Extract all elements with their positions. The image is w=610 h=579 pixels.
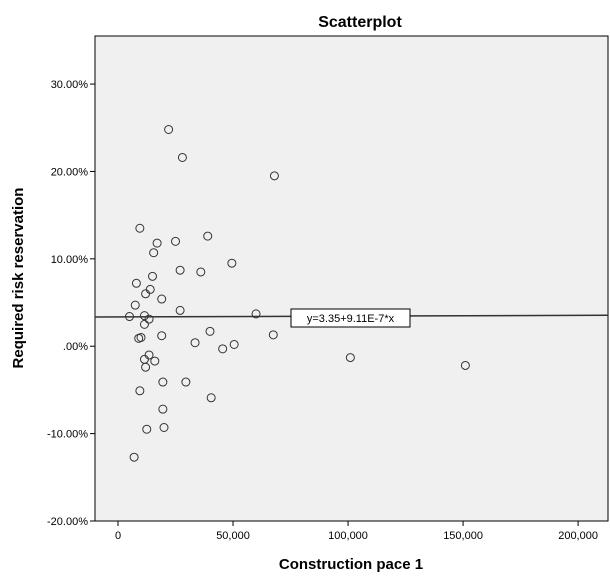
data-point xyxy=(269,171,279,181)
data-point xyxy=(134,333,144,343)
x-tick-label: 50,000 xyxy=(216,530,250,542)
y-axis-title: Required risk reservation xyxy=(10,188,27,369)
data-point xyxy=(218,344,228,354)
x-tick-label: 150,000 xyxy=(443,530,483,542)
data-point xyxy=(159,422,169,432)
fit-line-layer: y=3.35+9.11E-7*x xyxy=(94,308,609,328)
data-point xyxy=(181,377,191,387)
data-point xyxy=(152,238,162,248)
y-tick-label: 10.00% xyxy=(51,254,89,266)
data-point xyxy=(144,314,154,324)
y-tick-label: .00% xyxy=(63,341,88,353)
data-point xyxy=(157,294,167,304)
data-point xyxy=(203,231,213,241)
y-axis: -20.00% -10.00% .00% 10.00% 20.00% 30.00% xyxy=(47,79,95,528)
x-tick-label: 100,000 xyxy=(328,530,368,542)
data-point xyxy=(177,152,187,162)
chart-title: Scatterplot xyxy=(318,14,402,31)
y-tick-label: 20.00% xyxy=(51,166,89,178)
y-tick-label: 30.00% xyxy=(51,79,89,91)
data-point xyxy=(139,319,149,329)
data-point xyxy=(164,125,174,135)
data-point xyxy=(135,223,145,233)
data-point xyxy=(150,356,160,366)
data-point xyxy=(227,258,237,268)
data-point xyxy=(268,330,278,340)
data-point xyxy=(157,331,167,341)
points-layer xyxy=(125,125,470,462)
data-point xyxy=(345,353,355,363)
data-point xyxy=(148,271,158,281)
x-axis: 0 50,000 100,000 150,000 200,000 xyxy=(115,521,598,542)
data-point xyxy=(158,404,168,414)
fit-line-label-box xyxy=(290,308,411,328)
plot-area xyxy=(94,35,609,522)
y-tick-label: -20.00% xyxy=(47,516,88,528)
data-point xyxy=(190,338,200,348)
data-point xyxy=(251,309,261,319)
data-point xyxy=(149,248,159,258)
data-point xyxy=(205,326,215,336)
y-tick-label: -10.00% xyxy=(47,429,88,441)
data-point xyxy=(206,393,216,403)
x-tick-label: 0 xyxy=(115,530,121,542)
fit-line-label: y=3.35+9.11E-7*x xyxy=(307,313,395,325)
data-point xyxy=(460,360,470,370)
data-point xyxy=(141,289,151,299)
x-tick-label: 200,000 xyxy=(558,530,598,542)
data-point xyxy=(129,452,139,462)
data-point xyxy=(158,377,168,387)
data-point xyxy=(130,300,140,310)
data-point xyxy=(141,362,151,372)
data-point xyxy=(135,386,145,396)
data-point xyxy=(229,339,239,349)
data-point xyxy=(171,236,181,246)
data-point xyxy=(175,305,185,315)
data-point xyxy=(131,278,141,288)
data-point xyxy=(142,424,152,434)
data-point xyxy=(175,265,185,275)
data-point xyxy=(196,267,206,277)
x-axis-title: Construction pace 1 xyxy=(279,556,423,573)
